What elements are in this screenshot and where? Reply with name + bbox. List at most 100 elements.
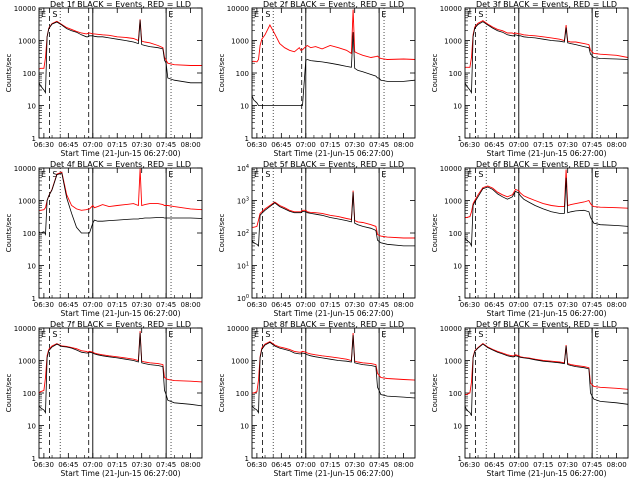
events-series-line	[464, 21, 629, 94]
x-tick-label: 07:00	[296, 301, 316, 309]
x-tick-label: 07:45	[582, 301, 602, 309]
y-axis-label: Counts/sec	[5, 54, 13, 93]
x-tick-label: 06:30	[247, 461, 267, 469]
y-tick-label: 1	[32, 295, 36, 303]
detector-panel-3: Det 3f BLACK = Events, RED = LLD 1 10 100 10…	[426, 0, 639, 160]
x-tick-label: 07:15	[320, 461, 340, 469]
corner-label: S	[478, 10, 483, 19]
x-axis-label: Start Time (21-Jun-15 06:27:00)	[61, 309, 181, 318]
events-series-line	[464, 177, 629, 248]
y-tick-label: 1000	[231, 358, 249, 366]
x-tick-label: 06:30	[34, 141, 54, 149]
events-series-line	[38, 172, 203, 236]
x-tick-label: 07:00	[83, 301, 103, 309]
y-tick-label: 10	[27, 423, 36, 431]
corner-label: S	[478, 170, 483, 179]
x-tick-label: 06:45	[58, 301, 78, 309]
x-tick-label: 07:30	[132, 301, 152, 309]
y-tick-label: 10	[27, 103, 36, 111]
y-axis-label: Counts/sec	[218, 54, 226, 93]
x-axis-label: Start Time (21-Jun-15 06:27:00)	[274, 149, 394, 158]
corner-label: S	[265, 10, 270, 19]
corner-label: E	[381, 170, 386, 179]
y-tick-label: 1	[245, 455, 249, 463]
x-tick-label: 08:00	[180, 301, 200, 309]
plot-frame	[464, 327, 629, 459]
panel-svg: Det 4f BLACK = Events, RED = LLD 1 10 100 10…	[5, 160, 203, 318]
corner-label: S	[265, 330, 270, 339]
corner-label: E	[41, 10, 46, 19]
x-axis-label: Start Time (21-Jun-15 06:27:00)	[61, 469, 181, 478]
x-tick-label: 06:45	[484, 461, 504, 469]
x-tick-label: 08:00	[180, 141, 200, 149]
corner-label: E	[41, 330, 46, 339]
y-axis-label: Counts/sec	[5, 214, 13, 253]
y-tick-label: 10000	[440, 325, 462, 333]
panel-svg: Det 6f BLACK = Events, RED = LLD 1 10 100 10…	[431, 160, 629, 318]
y-tick-label: 1	[458, 295, 462, 303]
x-tick-label: 06:45	[58, 461, 78, 469]
y-tick-label: 100	[23, 230, 36, 238]
corner-label: E	[594, 170, 599, 179]
y-tick-label: 1000	[18, 358, 36, 366]
corner-label: E	[467, 330, 472, 339]
y-tick-label: 1000	[18, 38, 36, 46]
events-series-line	[38, 332, 203, 414]
y-tick-label: 10	[453, 263, 462, 271]
corner-label: E	[381, 330, 386, 339]
corner-label: S	[478, 330, 483, 339]
y-tick-exponent: 0	[246, 294, 249, 300]
detector-panel-2: Det 2f BLACK = Events, RED = LLD 1 10 100 10…	[213, 0, 426, 160]
y-tick-base: 10	[237, 165, 246, 173]
plot-frame	[251, 327, 416, 459]
x-tick-label: 06:30	[247, 141, 267, 149]
x-tick-label: 07:30	[558, 301, 578, 309]
x-tick-label: 08:00	[180, 461, 200, 469]
panel-svg: Det 2f BLACK = Events, RED = LLD 1 10 100 10…	[218, 0, 416, 158]
corner-label: E	[254, 10, 259, 19]
x-axis-label: Start Time (21-Jun-15 06:27:00)	[487, 149, 607, 158]
lld-series-line	[465, 169, 629, 218]
y-axis-label: Counts/sec	[5, 374, 13, 413]
plot-frame	[251, 7, 416, 139]
y-tick-label: 10	[240, 103, 249, 111]
events-series-line	[251, 192, 415, 247]
y-tick-label: 102	[237, 229, 249, 238]
y-tick-base: 10	[237, 295, 246, 303]
y-tick-label: 10000	[14, 325, 36, 333]
x-tick-label: 07:15	[320, 301, 340, 309]
x-tick-label: 07:00	[509, 141, 529, 149]
x-tick-label: 07:30	[345, 301, 365, 309]
panel-title: Det 5f BLACK = Events, RED = LLD	[263, 160, 404, 169]
x-tick-label: 08:00	[393, 141, 413, 149]
x-tick-label: 06:45	[58, 141, 78, 149]
x-tick-label: 06:30	[34, 461, 54, 469]
y-tick-label: 1000	[231, 38, 249, 46]
lld-series-line	[465, 20, 629, 68]
x-tick-label: 06:45	[271, 141, 291, 149]
x-tick-label: 08:00	[393, 301, 413, 309]
x-tick-label: 07:00	[296, 141, 316, 149]
y-tick-label: 100	[236, 390, 249, 398]
events-series-line	[464, 343, 629, 416]
panel-title: Det 4f BLACK = Events, RED = LLD	[50, 160, 191, 169]
x-tick-label: 07:30	[132, 141, 152, 149]
y-tick-label: 1000	[444, 358, 462, 366]
x-tick-label: 07:15	[533, 461, 553, 469]
x-tick-label: 07:15	[533, 301, 553, 309]
panel-title: Det 7f BLACK = Events, RED = LLD	[50, 320, 191, 329]
corner-label: E	[594, 330, 599, 339]
y-axis-label: Counts/sec	[218, 374, 226, 413]
panel-title: Det 8f BLACK = Events, RED = LLD	[263, 320, 404, 329]
events-series-line	[251, 335, 416, 414]
x-tick-label: 07:30	[558, 461, 578, 469]
lld-series-line	[39, 168, 203, 211]
corner-label: E	[381, 10, 386, 19]
x-tick-label: 07:15	[320, 141, 340, 149]
y-tick-base: 10	[237, 230, 246, 238]
x-tick-label: 06:30	[460, 141, 480, 149]
x-axis-label: Start Time (21-Jun-15 06:27:00)	[274, 309, 394, 318]
x-tick-label: 07:30	[132, 461, 152, 469]
detector-panel-8: Det 8f BLACK = Events, RED = LLD 1 10 100 10…	[213, 320, 426, 480]
y-tick-label: 1000	[444, 198, 462, 206]
